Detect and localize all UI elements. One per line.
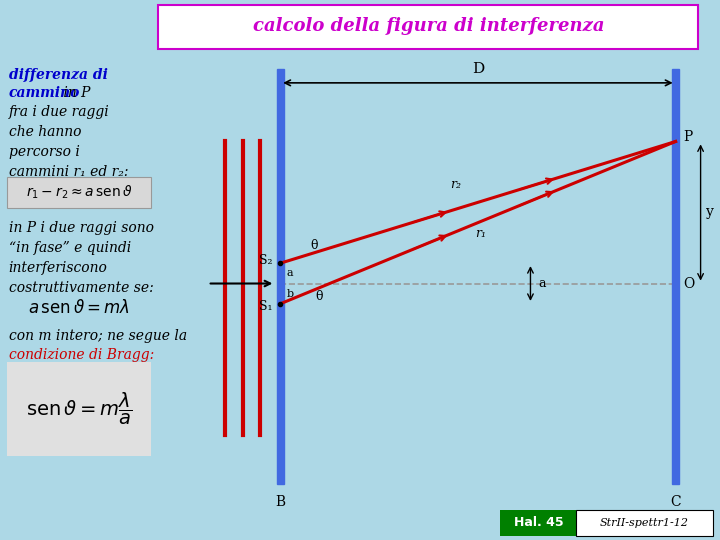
Text: a: a bbox=[538, 277, 546, 290]
Text: StrII-spettr1-12: StrII-spettr1-12 bbox=[600, 518, 689, 528]
Text: y: y bbox=[706, 206, 714, 219]
Text: S₂: S₂ bbox=[259, 254, 273, 267]
Text: fra i due raggi: fra i due raggi bbox=[9, 105, 109, 119]
Text: cammini r₁ ed r₂:: cammini r₁ ed r₂: bbox=[9, 165, 128, 179]
Text: che hanno: che hanno bbox=[9, 125, 81, 139]
Bar bbox=[672, 69, 679, 484]
Text: Hal. 45: Hal. 45 bbox=[514, 516, 563, 529]
Text: $a\,\mathrm{sen}\,\vartheta = m\lambda$: $a\,\mathrm{sen}\,\vartheta = m\lambda$ bbox=[28, 299, 130, 317]
Text: B: B bbox=[275, 495, 285, 509]
Text: P: P bbox=[683, 130, 693, 144]
Text: $\mathrm{sen}\,\vartheta = m\dfrac{\lambda}{a}$: $\mathrm{sen}\,\vartheta = m\dfrac{\lamb… bbox=[26, 391, 132, 427]
Text: D: D bbox=[472, 62, 484, 76]
Text: in P i due raggi sono: in P i due raggi sono bbox=[9, 221, 153, 235]
Text: b: b bbox=[287, 289, 293, 299]
Bar bbox=[276, 69, 284, 484]
Text: calcolo della figura di interferenza: calcolo della figura di interferenza bbox=[253, 17, 604, 35]
Text: r₂: r₂ bbox=[450, 178, 461, 191]
Text: cammino: cammino bbox=[9, 86, 80, 100]
Text: θ: θ bbox=[315, 291, 323, 303]
Text: S₁: S₁ bbox=[259, 300, 273, 313]
Text: θ: θ bbox=[310, 239, 318, 252]
Text: costruttivamente se:: costruttivamente se: bbox=[9, 281, 153, 295]
Text: a: a bbox=[287, 268, 293, 278]
Text: $r_1 - r_2 \approx a\,\mathrm{sen}\,\vartheta$: $r_1 - r_2 \approx a\,\mathrm{sen}\,\var… bbox=[26, 184, 132, 201]
Text: con m intero; ne segue la: con m intero; ne segue la bbox=[9, 329, 186, 343]
Text: “in fase” e quindi: “in fase” e quindi bbox=[9, 241, 131, 255]
Text: in P: in P bbox=[59, 86, 91, 100]
Text: differenza di: differenza di bbox=[9, 68, 107, 82]
Text: condizione di Bragg:: condizione di Bragg: bbox=[9, 348, 154, 362]
Text: percorso i: percorso i bbox=[9, 145, 79, 159]
Text: C: C bbox=[670, 495, 681, 509]
Text: O: O bbox=[683, 276, 694, 291]
Text: interferiscono: interferiscono bbox=[9, 261, 107, 275]
Text: r₁: r₁ bbox=[475, 227, 486, 240]
